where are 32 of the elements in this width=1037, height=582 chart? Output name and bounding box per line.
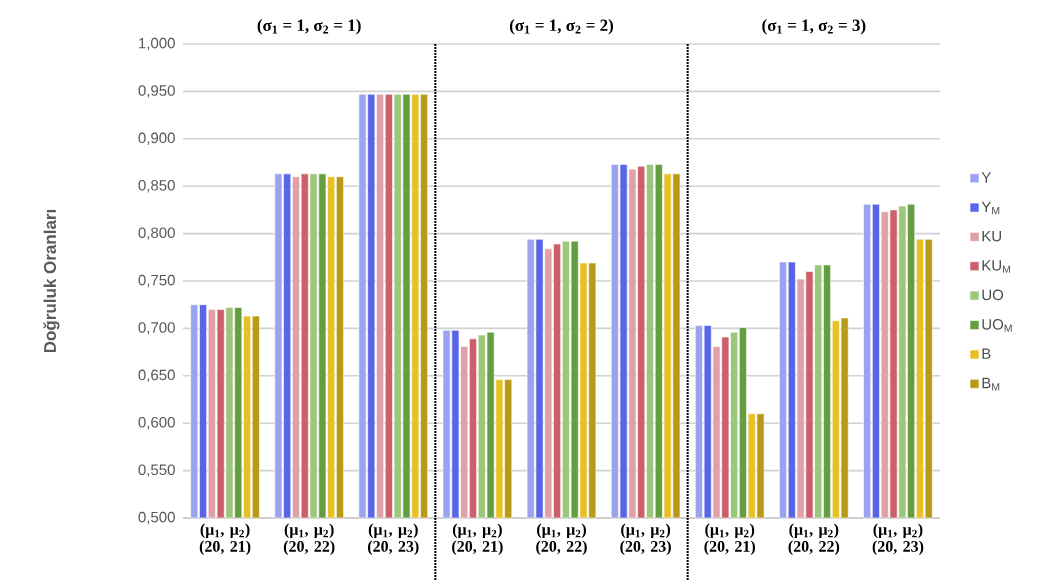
- y-tick-label: 1,000: [139, 37, 175, 51]
- x-tick-label: (μ$_{1}$, μ$_{2}$) (20, 21): [452, 523, 503, 556]
- y-tick-label: 0,950: [138, 85, 175, 98]
- y-tick-label: 0,700: [138, 322, 175, 335]
- y-tick-label: 0,750: [138, 274, 175, 288]
- legend-label: Y$_{M}$: [981, 201, 1000, 215]
- x-tick-label: (μ$_{1}$, μ$_{2}$) (20, 22): [788, 523, 840, 556]
- x-tick-label: (μ$_{1}$, μ$_{2}$) (20, 22): [283, 523, 335, 556]
- legend-label: KU: [982, 230, 1001, 242]
- text: (σ$_{1}$ = 1, σ$_{2}$ = 1): [257, 19, 361, 35]
- x-tick-label: (μ$_{1}$, μ$_{2}$) (20, 22): [536, 523, 587, 556]
- text: (σ$_{1}$ = 1, σ$_{2}$ = 3): [762, 19, 866, 35]
- y-tick-label: 0,850: [138, 180, 175, 193]
- y-axis-title: Doğruluk Oranları: [43, 209, 60, 353]
- legend-label: UO: [982, 289, 1004, 301]
- legend-label: Y: [981, 172, 991, 183]
- x-tick-label: (μ$_{1}$, μ$_{2}$) (20, 21): [704, 523, 756, 556]
- y-tick-label: 0,900: [138, 132, 175, 145]
- y-tick-label: 0,800: [138, 227, 175, 240]
- x-tick-label: (μ$_{1}$, μ$_{2}$) (20, 23): [367, 523, 419, 556]
- x-tick-label: (μ$_{1}$, μ$_{2}$) (20, 23): [872, 523, 924, 556]
- y-tick-label: 0,550: [138, 464, 175, 477]
- legend-label: B$_{M}$: [982, 377, 1000, 391]
- y-tick-label: 0,500: [138, 511, 175, 525]
- legend-label: B: [982, 348, 991, 359]
- x-tick-label: (μ$_{1}$, μ$_{2}$) (20, 23): [620, 523, 671, 556]
- y-tick-label: 0,650: [138, 369, 175, 382]
- legend-label: KU$_{M}$: [982, 260, 1011, 273]
- y-tick-label: 0,600: [138, 417, 175, 430]
- legend-label: UO$_{M}$: [982, 319, 1012, 332]
- x-tick-label: (μ$_{1}$, μ$_{2}$) (20, 21): [199, 523, 251, 556]
- text: (σ$_{1}$ = 1, σ$_{2}$ = 2): [509, 19, 614, 35]
